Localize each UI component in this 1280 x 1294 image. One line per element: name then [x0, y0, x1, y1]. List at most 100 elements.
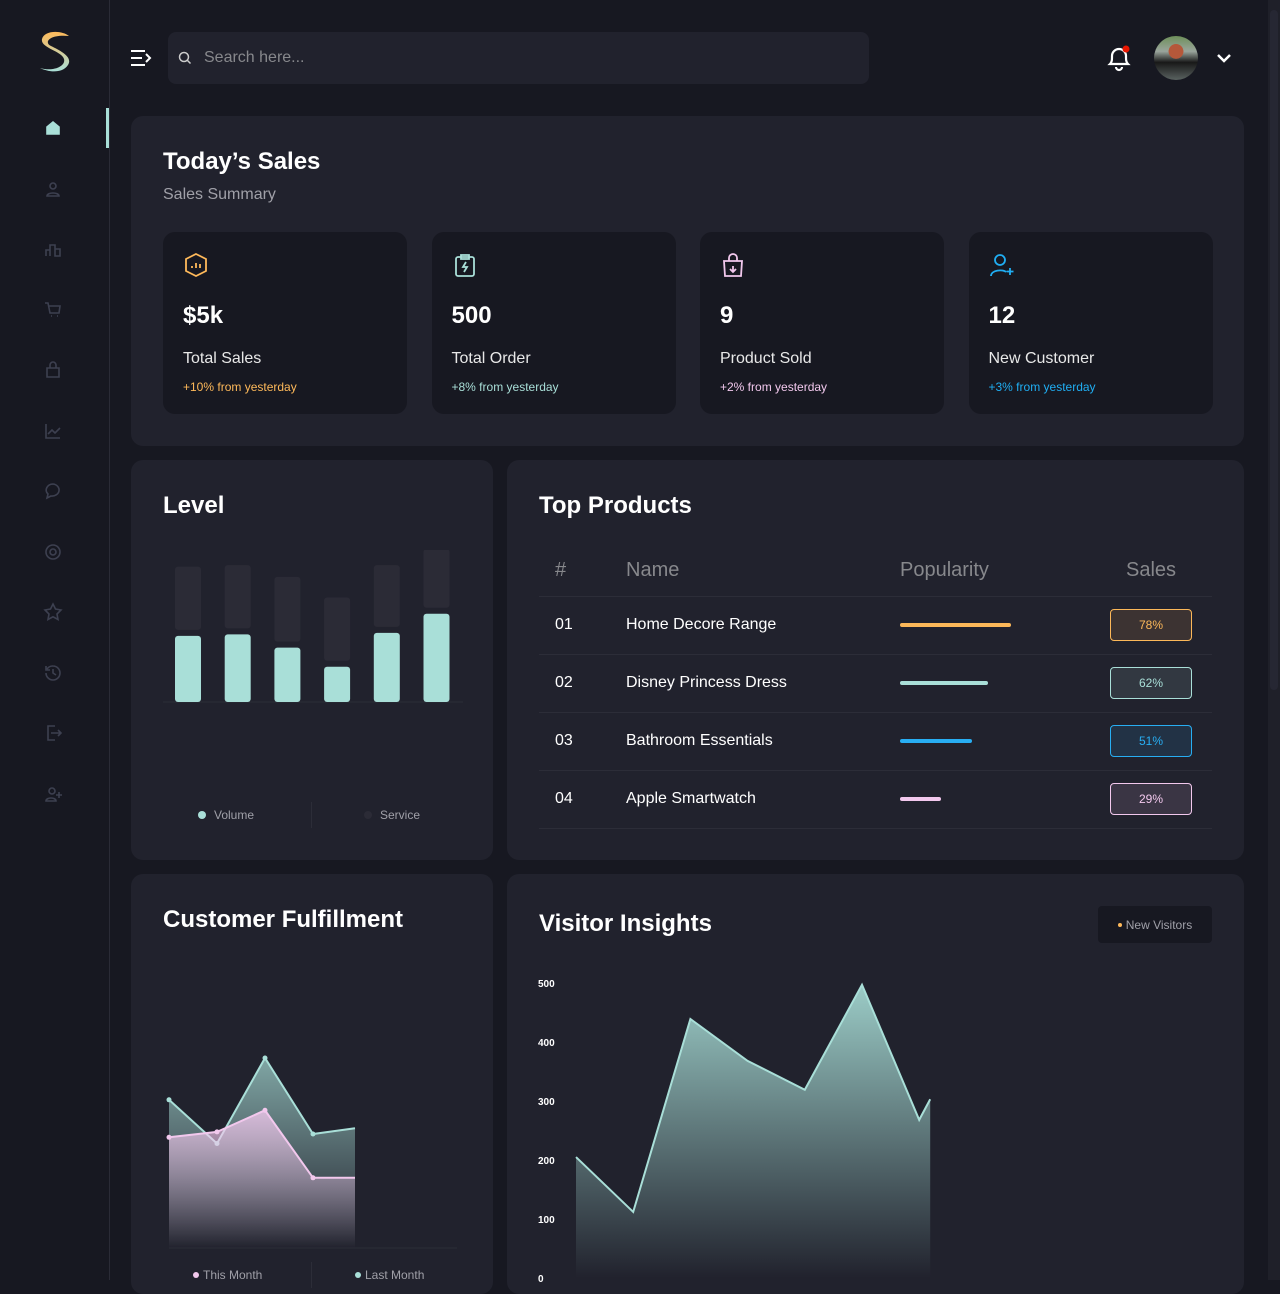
sidebar-item-settings[interactable] [22, 530, 84, 574]
row-number: 04 [539, 770, 626, 829]
logo-icon [40, 31, 70, 72]
last-month-point [262, 1055, 268, 1061]
this-month-point [214, 1129, 220, 1135]
stat-value: 12 [988, 302, 1016, 329]
sidebar-item-favourites[interactable] [22, 590, 84, 634]
column-header: Popularity [900, 546, 1090, 597]
stat-change: +10% from yesterday [183, 380, 297, 394]
table-row[interactable]: 02 Disney Princess Dress 62% [539, 654, 1212, 713]
level-card: Level Volume Service [131, 460, 493, 860]
search-icon [178, 51, 192, 65]
volume-bar [274, 647, 301, 702]
legend-label: Volume [214, 808, 255, 822]
legend-label: This Month [203, 1268, 263, 1282]
legend-last-month: Last Month [355, 1268, 424, 1282]
product-name: Home Decore Range [626, 596, 900, 655]
sidebar-item-history[interactable] [22, 651, 84, 695]
popularity-bar [900, 623, 1011, 627]
orders-icon [45, 301, 61, 317]
level-chart [163, 550, 463, 703]
stat-label: Total Sales [183, 350, 262, 367]
stat-change: +3% from yesterday [988, 380, 1096, 394]
volume-bar [373, 632, 400, 702]
column-header: Name [626, 546, 900, 597]
stat-value: 9 [720, 302, 734, 329]
legend-label: Service [380, 808, 421, 822]
top-products-table: # Name Popularity Sales 01 Home Decore Ra… [539, 546, 1212, 829]
stat-card: 500 Total Order +8% from yesterday [431, 232, 676, 414]
add-user-icon [45, 786, 62, 802]
sign-out-icon [47, 725, 63, 741]
this-month-point [262, 1107, 268, 1113]
popularity-bar [900, 681, 989, 685]
scrollbar[interactable] [1268, 0, 1280, 1280]
user-plus-icon [989, 254, 1013, 277]
divider [311, 1262, 312, 1288]
sidebar-item-leaderboard[interactable] [22, 227, 84, 271]
visitors-area [576, 984, 931, 1278]
volume-bar [224, 634, 251, 702]
y-tick-label: 400 [538, 1038, 555, 1049]
y-tick-label: 300 [538, 1097, 555, 1108]
this-month-point [310, 1175, 316, 1181]
stat-value: $5k [183, 302, 224, 329]
legend-dot [355, 1272, 361, 1278]
stat-label: Product Sold [720, 350, 812, 367]
search-bar[interactable] [168, 32, 869, 84]
stat-label: New Customer [988, 350, 1095, 367]
section-title: Today’s Sales [163, 148, 321, 175]
sidebar-item-sales-report[interactable] [22, 409, 84, 453]
home-icon [46, 120, 60, 135]
sidebar-item-messages[interactable] [22, 469, 84, 513]
stat-card: 9 Product Sold +2% from yesterday [700, 232, 944, 414]
products-icon [46, 361, 60, 378]
search-input[interactable] [204, 49, 804, 67]
y-tick-label: 500 [538, 979, 555, 990]
table-row[interactable]: 04 Apple Smartwatch 29% [539, 770, 1212, 829]
fulfillment-chart [166, 1055, 457, 1249]
service-bar [274, 576, 301, 642]
legend-new-visitors[interactable]: New Visitors [1098, 906, 1212, 943]
chevron-down-icon[interactable] [1216, 50, 1232, 66]
service-bar [423, 550, 450, 608]
sales-report-icon [45, 423, 61, 439]
section-subtitle: Sales Summary [163, 186, 276, 203]
stat-change: +2% from yesterday [720, 380, 828, 394]
table-row[interactable]: 01 Home Decore Range 78% [539, 596, 1212, 655]
divider [311, 802, 312, 828]
legend-dot [1117, 922, 1122, 927]
sales-badge: 62% [1110, 667, 1192, 699]
product-name: Bathroom Essentials [626, 712, 900, 771]
favourites-icon [43, 602, 63, 621]
sidebar-item-products[interactable] [22, 348, 84, 392]
legend-dot [198, 811, 206, 819]
sidebar-item-sign-out[interactable] [22, 711, 84, 755]
notification-bell-icon[interactable] [1105, 44, 1133, 72]
column-header: Sales [1090, 546, 1212, 597]
stat-value: 500 [451, 302, 492, 329]
this-month-area [169, 1110, 355, 1248]
sidebar-item-add-user[interactable] [22, 772, 84, 816]
shopping-bag-icon [723, 253, 743, 277]
product-name: Disney Princess Dress [626, 654, 900, 713]
row-number: 03 [539, 712, 626, 771]
visitors-line [575, 982, 932, 1214]
sidebar-item-home[interactable] [22, 106, 84, 150]
settings-icon [45, 543, 61, 560]
product-name: Apple Smartwatch [626, 770, 900, 829]
volume-bar [423, 613, 450, 702]
table-row[interactable]: 03 Bathroom Essentials 51% [539, 712, 1212, 771]
menu-toggle-icon[interactable] [130, 48, 152, 68]
sidebar-item-profile[interactable] [22, 167, 84, 211]
volume-bar [324, 666, 351, 702]
sidebar-item-orders[interactable] [22, 288, 84, 332]
user-avatar[interactable] [1154, 36, 1198, 80]
legend-dot [364, 811, 372, 819]
stat-card: $5k Total Sales +10% from yesterday [163, 232, 407, 414]
profile-icon [46, 181, 60, 197]
active-indicator [106, 108, 109, 148]
customer-fulfillment-card: Customer Fulfillment This Month Last Mon… [131, 874, 493, 1294]
legend-label: New Visitors [1125, 917, 1193, 932]
section-title: Customer Fulfillment [163, 906, 404, 933]
